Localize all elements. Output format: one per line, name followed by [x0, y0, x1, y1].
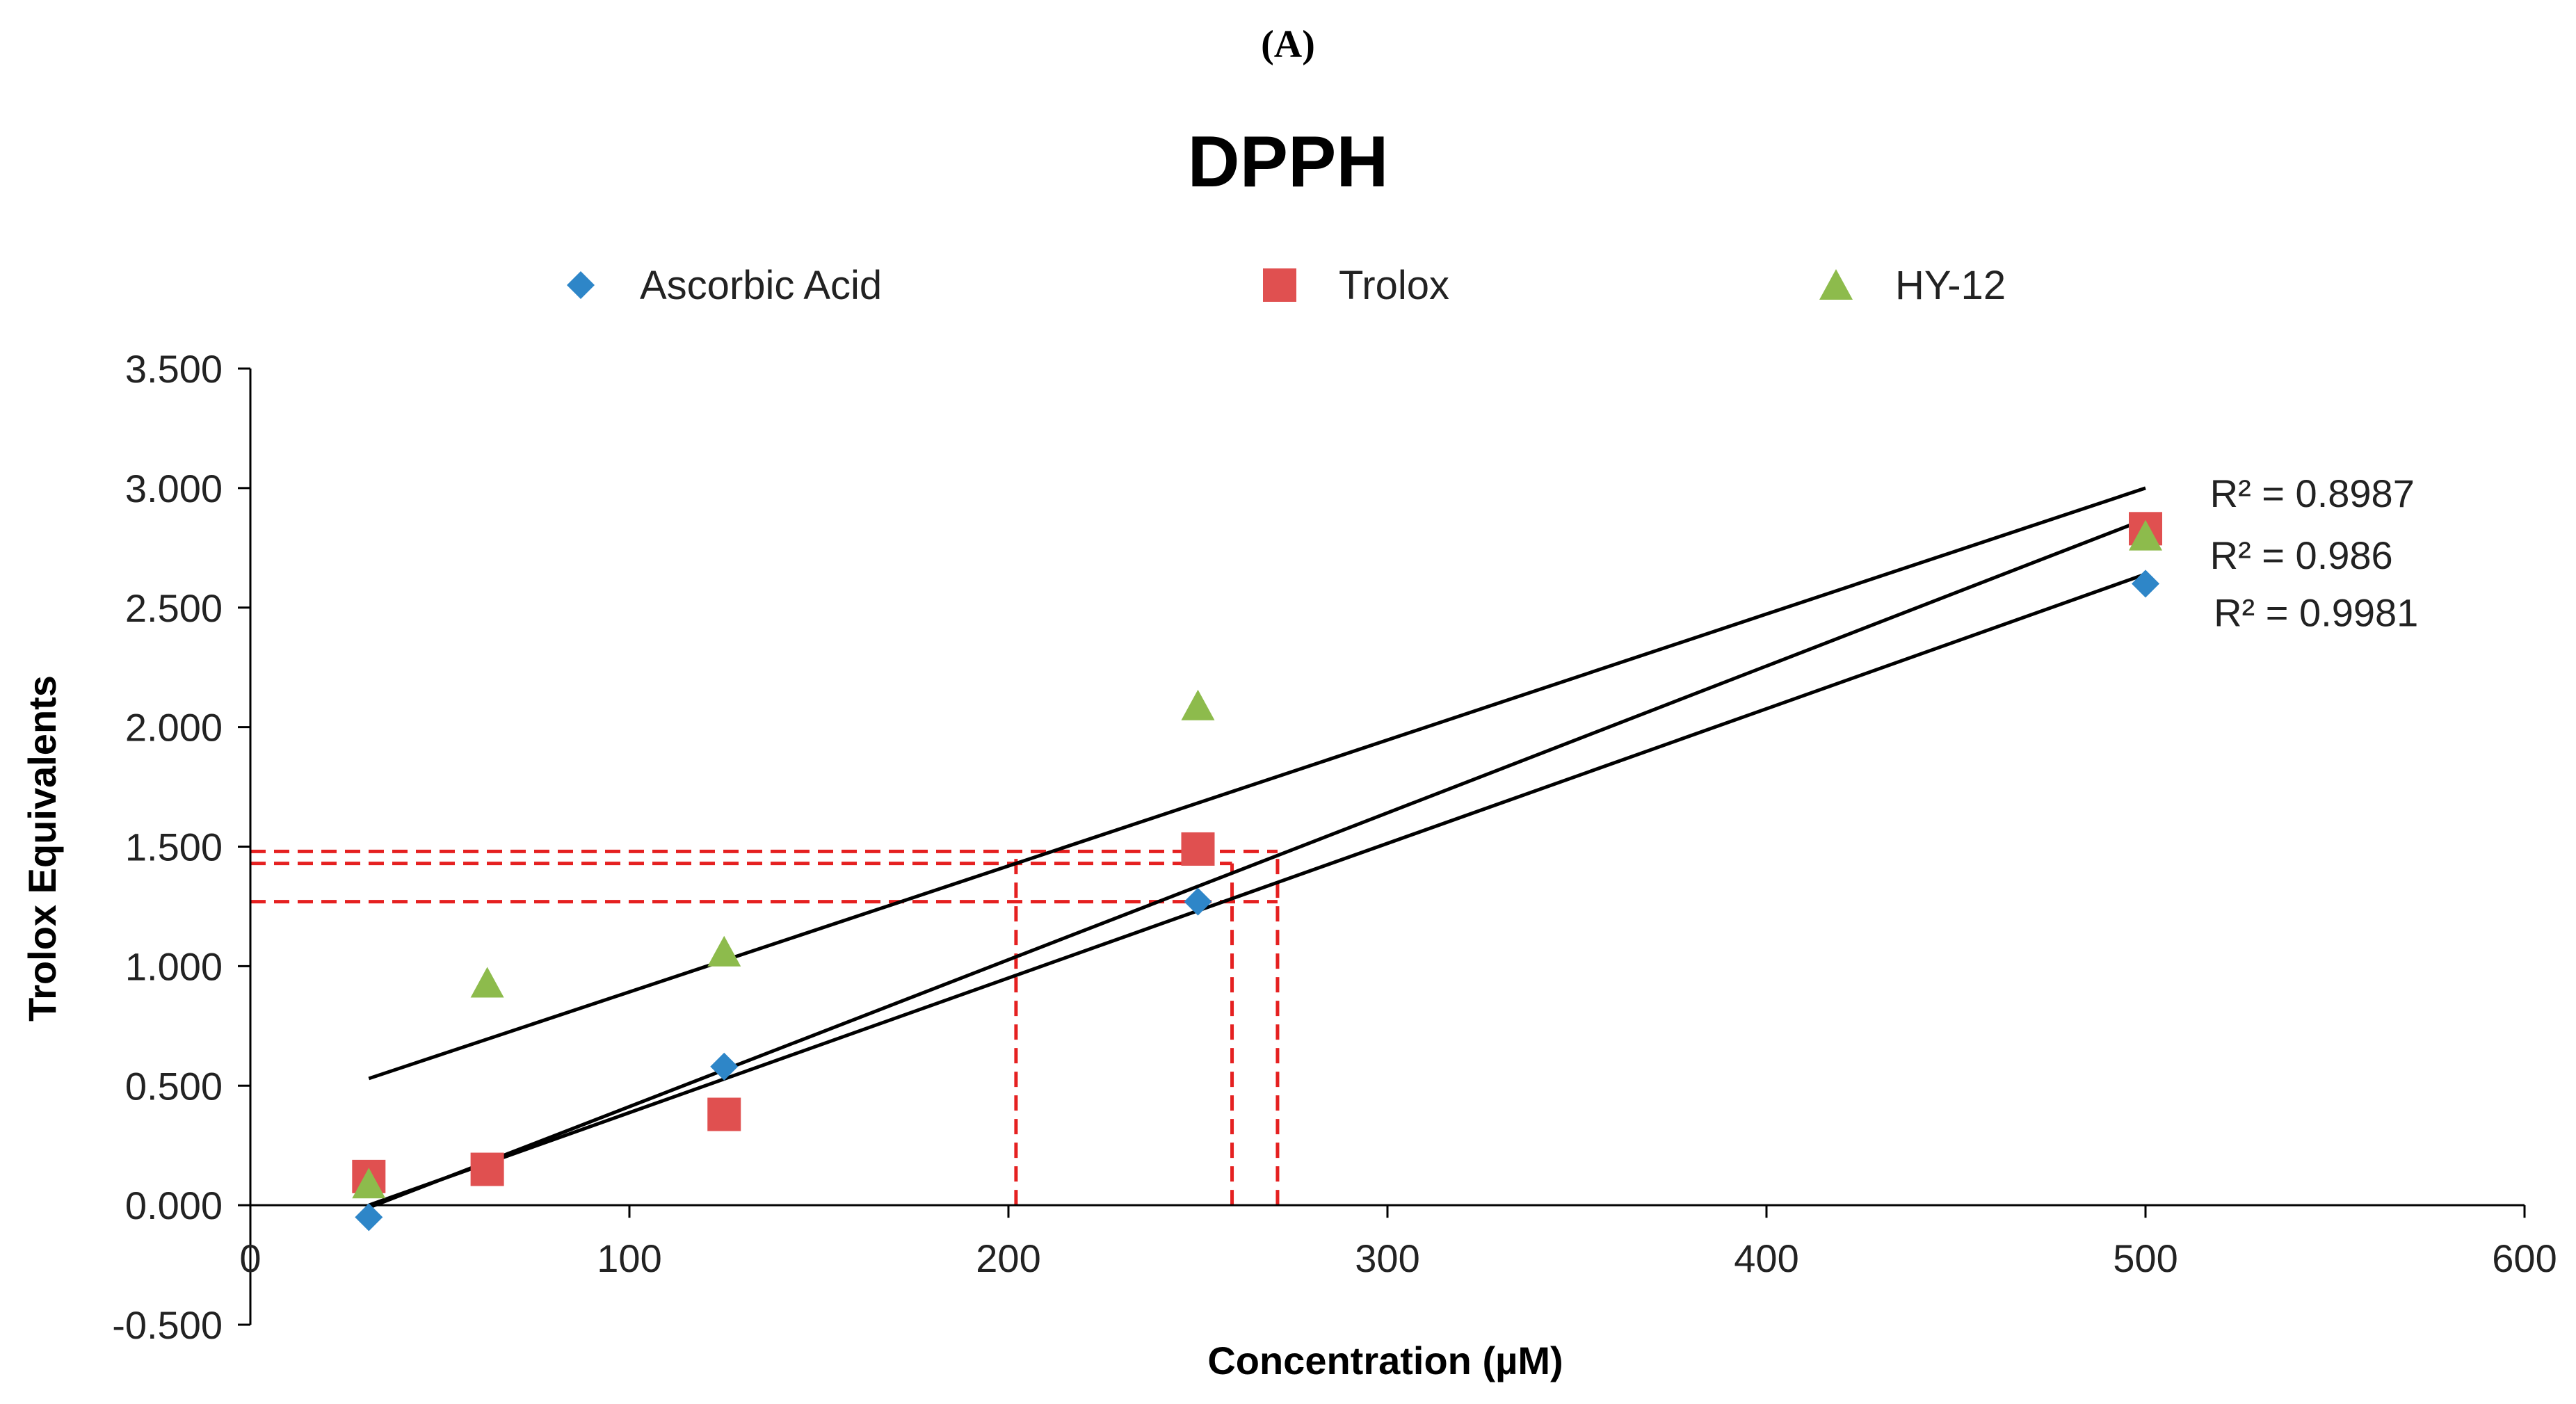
- point-ascorbic-acid: [710, 1052, 739, 1081]
- r2-ascorbic: R² = 0.9981: [2214, 591, 2418, 635]
- reference-lines: [250, 849, 1280, 1206]
- x-tick-label: 600: [2492, 1236, 2557, 1280]
- y-tick-label: 0.000: [125, 1184, 223, 1227]
- y-tick-label: 2.000: [125, 706, 223, 750]
- y-tick-label: 0.500: [125, 1064, 223, 1108]
- legend: Ascorbic Acid Trolox HY-12: [567, 263, 2006, 308]
- point-trolox: [1181, 832, 1215, 866]
- x-tick-label: 400: [1734, 1236, 1798, 1280]
- plot-area: -0.500 0.000 0.500 1.000 1.500 2.000 2.500 3.00…: [112, 347, 2557, 1347]
- x-tick-label: 100: [597, 1236, 661, 1280]
- trend-trolox: [368, 517, 2146, 1209]
- point-hy-12: [352, 1168, 386, 1199]
- trend-ascorbic: [368, 572, 2146, 1207]
- legend-label-ascorbic-acid: Ascorbic Acid: [640, 263, 882, 308]
- point-trolox: [707, 1097, 741, 1131]
- x-axis-label: Concentration (µM): [1207, 1339, 1563, 1382]
- point-ascorbic-acid: [2132, 570, 2159, 598]
- x-tick-label: 300: [1355, 1236, 1419, 1280]
- y-tick-label: 1.000: [125, 944, 223, 988]
- point-ascorbic-acid: [355, 1203, 383, 1232]
- y-axis-label: Trolox Equivalents: [20, 675, 64, 1022]
- legend-item-hy-12: HY-12: [1819, 263, 2006, 308]
- trend-hy12: [368, 486, 2146, 1081]
- data-points: [352, 512, 2162, 1232]
- x-tick-label: 200: [976, 1236, 1040, 1280]
- point-trolox: [470, 1152, 504, 1186]
- chart-title: DPPH: [1188, 122, 1389, 202]
- r2-trolox: R² = 0.986: [2210, 533, 2393, 577]
- legend-item-ascorbic-acid: Ascorbic Acid: [567, 263, 882, 308]
- legend-item-trolox: Trolox: [1263, 263, 1449, 308]
- y-tick-label: 3.000: [125, 467, 223, 510]
- x-tick-label: 500: [2113, 1236, 2177, 1280]
- legend-marker-trolox: [1263, 268, 1296, 302]
- point-ascorbic-acid: [1184, 887, 1212, 916]
- point-hy-12: [707, 935, 741, 967]
- point-hy-12: [470, 967, 504, 998]
- legend-label-hy-12: HY-12: [1895, 263, 2006, 308]
- annotations: R² = 0.8987 R² = 0.986 R² = 0.9981: [2210, 471, 2419, 635]
- y-tick-label: 2.500: [125, 586, 223, 630]
- point-hy-12: [2129, 519, 2162, 551]
- legend-marker-ascorbic-acid: [567, 271, 595, 299]
- axes: -0.500 0.000 0.500 1.000 1.500 2.000 2.500 3.00…: [112, 347, 2557, 1347]
- y-tick-label: 3.500: [125, 347, 223, 391]
- r2-hy12: R² = 0.8987: [2210, 471, 2415, 515]
- point-hy-12: [1181, 689, 1215, 720]
- x-tick-label: 0: [239, 1236, 261, 1280]
- trendlines: [368, 486, 2146, 1209]
- y-tick-label: 1.500: [125, 825, 223, 869]
- panel-label: (A): [1261, 23, 1315, 66]
- legend-marker-hy-12: [1819, 269, 1853, 300]
- legend-label-trolox: Trolox: [1339, 263, 1449, 308]
- y-tick-label: -0.500: [112, 1303, 223, 1347]
